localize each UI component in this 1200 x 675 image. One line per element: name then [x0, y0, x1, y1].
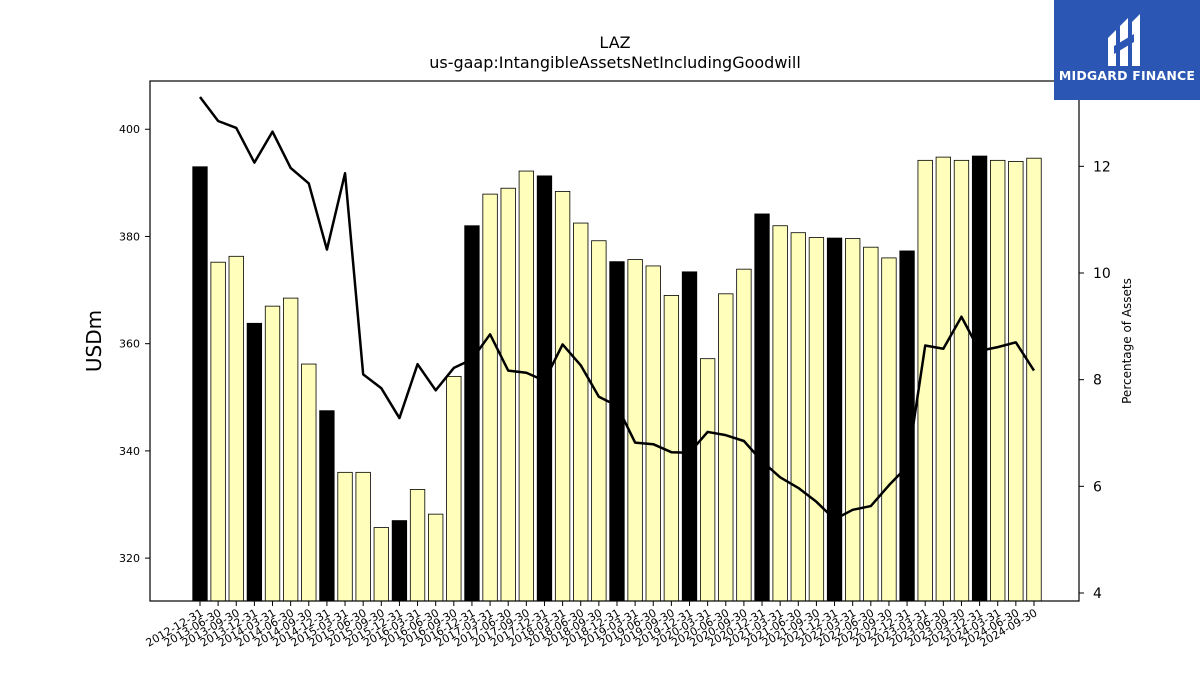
plot-frame — [149, 80, 1080, 602]
midgard-logo-icon — [1108, 14, 1140, 66]
bar-2016-06-30 — [428, 513, 444, 602]
y2-tick-label: 8 — [1093, 373, 1102, 389]
bar-2014-06-30 — [282, 297, 299, 602]
bar-2015-03-31 — [337, 471, 353, 602]
bar-2020-12-31 — [754, 213, 770, 602]
bar-2012-12-31 — [192, 166, 208, 602]
bar-2016-12-31 — [464, 225, 480, 602]
bar-2015-12-31 — [391, 520, 408, 602]
y-axis-label: USDm — [82, 310, 106, 372]
y2-tick-label: 10 — [1093, 266, 1111, 282]
bar-2019-12-31 — [681, 271, 698, 602]
y-tick-label: 380 — [119, 230, 140, 243]
y2-tick-label: 6 — [1093, 479, 1102, 495]
brand-logo: MIDGARD FINANCE — [1054, 0, 1200, 100]
y2-tick-label: 12 — [1093, 159, 1111, 175]
chart-subtitle: us-gaap:IntangibleAssetsNetIncludingGood… — [429, 53, 801, 72]
bar-2023-09-30 — [953, 159, 970, 602]
bar-2024-09-30 — [1026, 157, 1042, 602]
bar-2014-12-31 — [319, 410, 335, 602]
bar-2021-06-30 — [790, 232, 806, 602]
bar-2022-03-31 — [845, 238, 861, 602]
percentage-line — [199, 96, 1036, 521]
y-tick-label: 360 — [119, 338, 140, 351]
bar-2020-06-30 — [718, 293, 734, 602]
bar-2020-09-30 — [736, 268, 752, 602]
bar-2017-09-30 — [518, 170, 534, 602]
bar-2017-06-30 — [500, 187, 516, 602]
bar-2021-03-31 — [772, 225, 788, 602]
bar-2015-06-30 — [355, 471, 371, 602]
bar-2021-09-30 — [808, 237, 825, 602]
y-tick-label: 400 — [119, 123, 140, 136]
bar-2021-12-31 — [826, 237, 843, 602]
bar-2013-09-30 — [228, 255, 244, 602]
bar-2016-09-30 — [446, 375, 462, 602]
bar-2018-03-31 — [554, 191, 571, 602]
bar-2024-06-30 — [1008, 161, 1024, 602]
bar-2023-12-31 — [971, 155, 988, 602]
bar-2022-09-30 — [881, 257, 897, 602]
y2-tick-label: 4 — [1093, 586, 1102, 602]
y-tick-label: 340 — [119, 445, 140, 458]
bar-2018-09-30 — [591, 240, 607, 602]
chart-title: LAZ — [599, 33, 630, 52]
brand-name: MIDGARD FINANCE — [1058, 68, 1196, 83]
bar-2017-12-31 — [536, 175, 553, 602]
bar-2013-12-31 — [246, 322, 263, 602]
bar-2020-03-31 — [699, 358, 716, 602]
bar-2018-12-31 — [609, 261, 625, 602]
bar-2018-06-30 — [573, 222, 589, 602]
bar-2017-03-31 — [482, 193, 498, 602]
bar-2014-03-31 — [264, 305, 281, 602]
bar-2022-06-30 — [863, 246, 879, 602]
bar-2023-06-30 — [935, 156, 951, 602]
bar-2024-03-31 — [990, 159, 1006, 602]
bar-2015-09-30 — [373, 527, 389, 602]
bar-2013-06-30 — [210, 261, 226, 602]
y2-axis-label: Percentage of Assets — [1120, 278, 1134, 404]
bar-2019-06-30 — [645, 265, 661, 602]
bar-2019-09-30 — [663, 295, 680, 602]
percentage-line-series — [199, 96, 1036, 521]
bar-2014-09-30 — [301, 363, 317, 602]
y-tick-label: 320 — [119, 552, 140, 565]
axes: 32034036038040046810122012-12-312013-06-… — [119, 80, 1111, 650]
bar-2016-03-31 — [409, 489, 426, 602]
